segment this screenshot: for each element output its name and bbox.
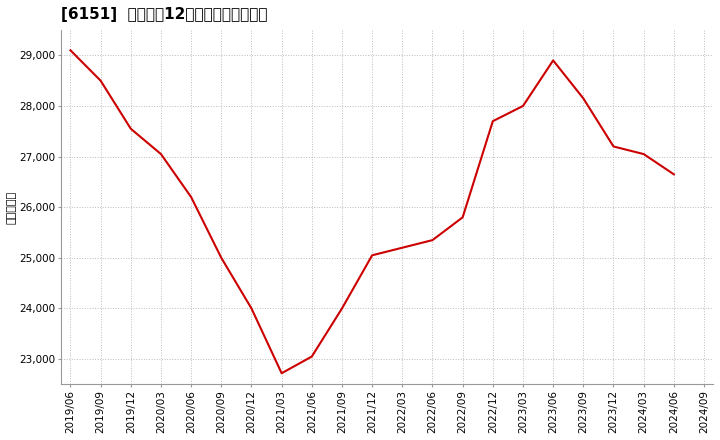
Text: [6151]  売上高の12か月移動合計の推移: [6151] 売上高の12か月移動合計の推移 [61, 7, 268, 22]
Y-axis label: （百万円）: （百万円） [7, 191, 17, 224]
